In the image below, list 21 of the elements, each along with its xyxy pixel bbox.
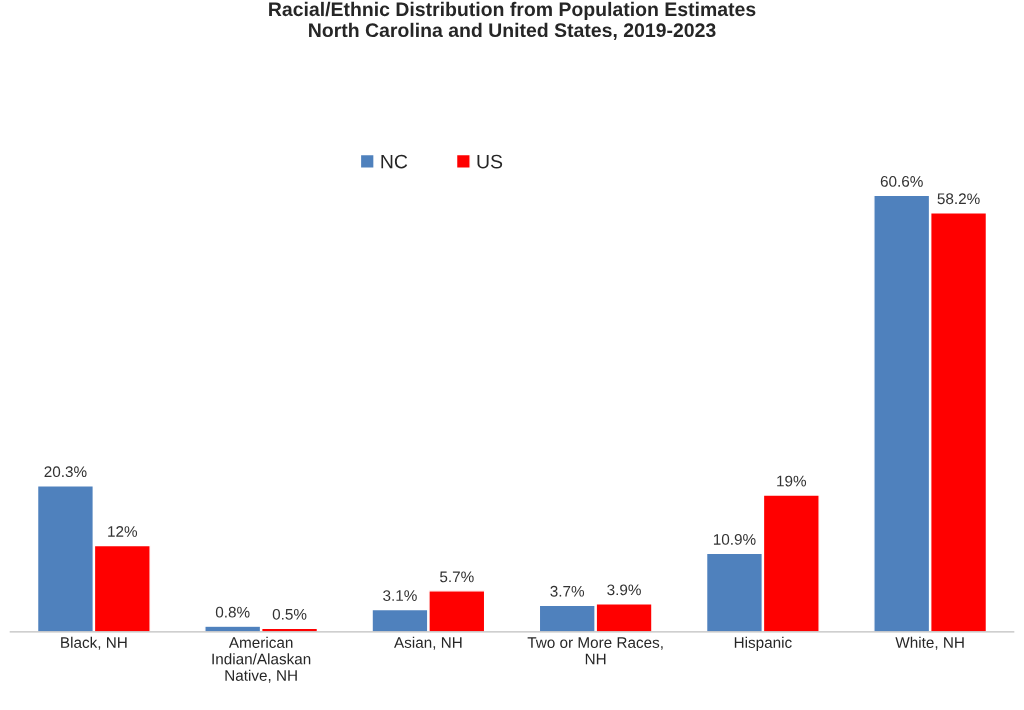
x-tick-label: White, NH [895, 636, 964, 650]
x-tick-label: Asian, NH [394, 636, 462, 650]
legend-label: US [477, 154, 503, 169]
data-label: 19% [777, 475, 807, 487]
x-tick-label: Black, NH [61, 636, 127, 650]
data-label: 5.7% [440, 571, 474, 583]
chart-title: Racial/Ethnic Distribution from Population Estimates North Carolina and United States, 2019-2023 [269, 1, 756, 40]
data-label: 12% [108, 526, 138, 537]
data-label: 3.9% [607, 584, 641, 596]
data-label: 3.1% [383, 590, 417, 601]
x-tick-label: American Indian/Alaskan Native, NH [212, 636, 311, 683]
data-label: 0.8% [215, 606, 250, 618]
data-label: 0.5% [272, 608, 307, 620]
data-label: 58.2% [937, 193, 980, 205]
data-label: 60.6% [880, 176, 923, 187]
x-tick-label: Hispanic [734, 636, 792, 651]
data-label: 10.9% [713, 534, 756, 545]
legend-label: NC [381, 154, 408, 169]
data-label: 20.3% [44, 466, 87, 478]
data-label: 3.7% [550, 585, 585, 597]
x-tick-label: Two or More Races, NH [527, 637, 663, 665]
